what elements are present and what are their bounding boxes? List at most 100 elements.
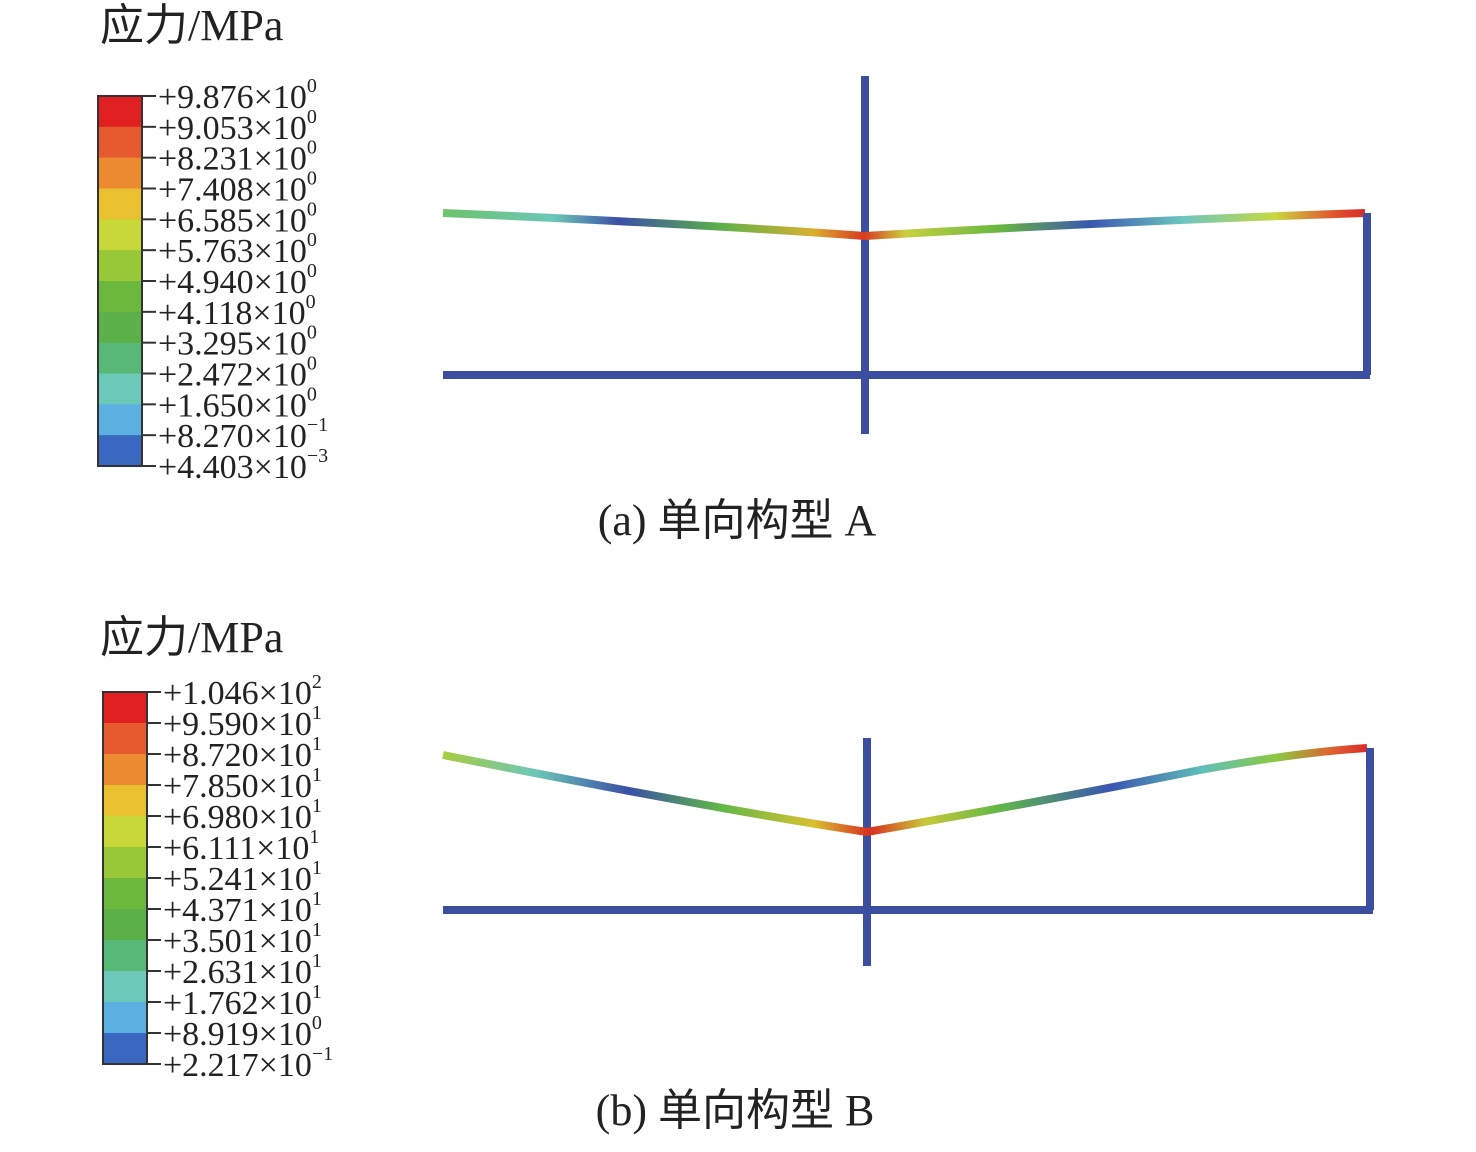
- label-exponent: 0: [307, 229, 317, 251]
- label-base: +2.472×10: [158, 357, 307, 394]
- label-exponent: −3: [307, 445, 328, 467]
- color-band: [98, 311, 142, 344]
- color-band: [98, 96, 142, 128]
- label-base: +3.295×10: [158, 326, 307, 363]
- color-band: [103, 1002, 147, 1034]
- label-base: +7.850×10: [163, 768, 312, 805]
- legend-label: +2.472×100: [158, 353, 317, 394]
- label-base: +4.940×10: [158, 264, 307, 301]
- legend-label: +6.111×101: [163, 826, 319, 867]
- legend-label: +8.231×100: [158, 137, 317, 178]
- legend-label: +8.919×100: [163, 1012, 322, 1053]
- label-base: +4.118×10: [158, 295, 306, 332]
- legend-label: +9.053×100: [158, 106, 317, 147]
- label-exponent: 1: [312, 764, 322, 786]
- label-base: +6.980×10: [163, 799, 312, 836]
- label-base: +3.501×10: [163, 923, 312, 960]
- color-band: [103, 816, 147, 848]
- legend-label: +9.590×101: [163, 702, 322, 743]
- color-band: [98, 435, 142, 467]
- legend-title: 应力/MPa: [100, 613, 283, 662]
- legend: 应力/MPa+9.876×100+9.053×100+8.231×100+7.4…: [97, 1, 328, 486]
- legend: 应力/MPa+1.046×102+9.590×101+8.720×101+7.8…: [100, 613, 333, 1084]
- legend-label: +1.650×100: [158, 383, 317, 424]
- color-band: [103, 785, 147, 817]
- legend-label: +7.408×100: [158, 168, 317, 209]
- color-band: [98, 404, 142, 436]
- legend-label: +1.046×102: [163, 671, 322, 712]
- legend-title: 应力/MPa: [100, 1, 283, 50]
- label-base: +8.720×10: [163, 737, 312, 774]
- legend-label: +8.720×101: [163, 733, 322, 774]
- label-exponent: 0: [306, 291, 316, 313]
- label-base: +4.371×10: [163, 892, 312, 929]
- label-exponent: 0: [307, 137, 317, 159]
- label-base: +1.650×10: [158, 387, 307, 424]
- label-base: +9.053×10: [158, 110, 307, 147]
- label-exponent: 1: [312, 919, 322, 941]
- label-exponent: 1: [312, 733, 322, 755]
- label-exponent: 0: [312, 1012, 322, 1034]
- legend-label: +6.585×100: [158, 198, 317, 239]
- color-band: [98, 281, 142, 313]
- label-exponent: 1: [312, 888, 322, 910]
- label-exponent: 0: [307, 353, 317, 375]
- color-band: [98, 157, 142, 189]
- label-base: +4.403×10: [158, 449, 307, 486]
- label-base: +9.876×10: [158, 79, 307, 116]
- beam: [442, 209, 1366, 241]
- beam: [442, 744, 1368, 837]
- label-base: +9.590×10: [163, 706, 312, 743]
- structure-b: [442, 738, 1374, 966]
- color-band: [103, 971, 147, 1003]
- color-band: [98, 373, 142, 405]
- legend-label: +6.980×101: [163, 795, 322, 836]
- color-band: [103, 878, 147, 910]
- legend-label: +9.876×100: [158, 75, 317, 116]
- legend-label: +8.270×10−1: [158, 414, 328, 455]
- legend-label: +2.217×10−1: [163, 1043, 333, 1084]
- legend-label: +5.241×101: [163, 857, 322, 898]
- label-exponent: 2: [312, 671, 322, 693]
- label-exponent: 0: [307, 322, 317, 344]
- legend-label: +1.762×101: [163, 981, 322, 1022]
- label-base: +8.270×10: [158, 418, 307, 455]
- legend-label: +4.371×101: [163, 888, 322, 929]
- color-band: [98, 188, 142, 220]
- label-exponent: 0: [307, 168, 317, 190]
- color-band: [98, 342, 142, 374]
- color-band: [98, 219, 142, 251]
- label-exponent: 1: [312, 795, 322, 817]
- color-band: [103, 723, 147, 755]
- legend-label: +4.403×10−3: [158, 445, 328, 486]
- label-base: +1.046×10: [163, 675, 312, 712]
- color-band: [103, 847, 147, 879]
- label-base: +2.217×10: [163, 1047, 312, 1084]
- legend-label: +7.850×101: [163, 764, 322, 805]
- label-base: +7.408×10: [158, 172, 307, 209]
- label-base: +1.762×10: [163, 985, 312, 1022]
- legend-label: +3.295×100: [158, 322, 317, 363]
- label-exponent: 1: [312, 981, 322, 1003]
- color-band: [98, 250, 142, 282]
- label-base: +8.919×10: [163, 1016, 312, 1053]
- label-base: +6.585×10: [158, 202, 307, 239]
- structure-a: [442, 76, 1371, 434]
- label-exponent: 0: [307, 106, 317, 128]
- label-exponent: −1: [307, 414, 328, 436]
- label-exponent: 0: [307, 75, 317, 97]
- label-exponent: 1: [309, 826, 319, 848]
- color-band: [103, 692, 147, 724]
- label-exponent: 0: [307, 383, 317, 405]
- label-base: +2.631×10: [163, 954, 312, 991]
- color-band: [103, 754, 147, 786]
- color-band: [103, 1033, 147, 1065]
- legend-label: +4.940×100: [158, 260, 317, 301]
- color-band: [103, 940, 147, 972]
- label-base: +5.763×10: [158, 233, 307, 270]
- label-base: +5.241×10: [163, 861, 312, 898]
- legend-label: +5.763×100: [158, 229, 317, 270]
- color-band: [98, 126, 142, 159]
- label-base: +8.231×10: [158, 141, 307, 178]
